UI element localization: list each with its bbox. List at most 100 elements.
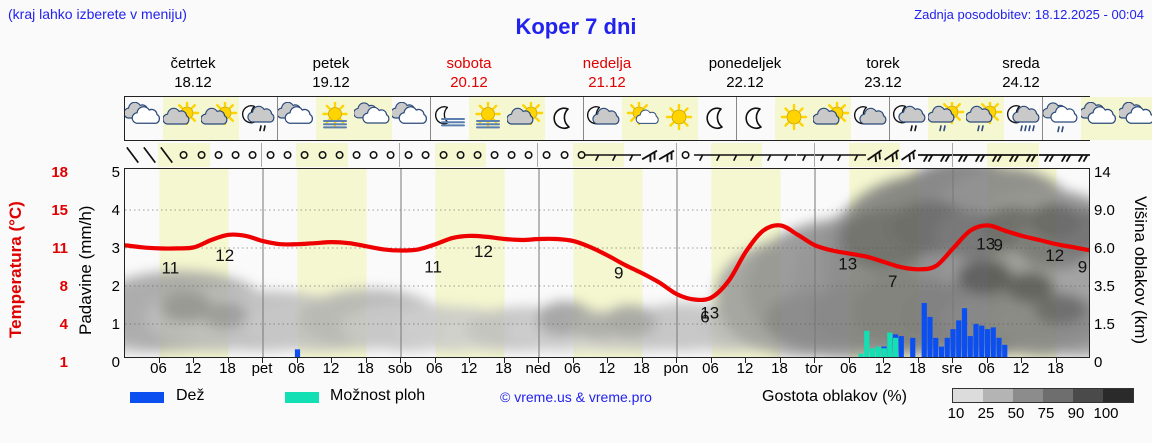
icon-day-2 [431,97,584,140]
height-tick: 0 [1094,354,1103,371]
wind-barb [296,143,314,167]
copyright-label[interactable]: © vreme.us & vreme.pro [500,389,652,405]
wind-barb [348,143,365,167]
x-axis-tick [779,358,781,363]
wind-barb [762,143,780,167]
moon-fog-icon [431,97,469,140]
wind-barb [745,143,763,167]
svg-text:12: 12 [1045,246,1064,265]
showers-legend-label: Možnost ploh [330,387,426,404]
wind-barb [727,143,746,167]
day-name: petek [312,55,350,72]
temperature-axis-ticks: 18 15 11 8 4 1 [36,160,68,371]
cloud-height-axis-title: Višina oblakov (km) [1131,196,1150,345]
x-axis-label: pon [663,360,689,377]
moon-icon [737,97,775,140]
precipitation-axis-ticks: 5 4 3 2 1 0 [100,160,120,371]
prec-tick: 2 [111,278,120,295]
wind-barb [710,143,728,167]
showers-legend-swatch [285,392,319,403]
sunny-icon [660,97,698,140]
partly-sunny-drizzle-icon [927,97,966,140]
moon-cloud-icon [851,97,889,140]
wind-barb [969,143,988,167]
svg-text:9: 9 [994,235,1003,254]
svg-text:13: 13 [700,304,719,323]
x-axis-tick [1055,358,1057,363]
partly-sunny-icon [812,97,851,140]
day-name: nedelja [582,55,632,72]
day-header-3: nedelja 21.12 [538,54,676,94]
svg-text:9: 9 [614,264,623,283]
cloud-density-value: 25 [977,405,995,422]
svg-text:6: 6 [700,308,709,327]
wind-barb [417,143,434,167]
wind-barb [606,143,625,167]
cloud-density-legend-label: Gostota oblakov (%) [762,388,907,405]
day-date: 18.12 [174,74,212,91]
precipitation-legend: Dež Možnost ploh [130,387,750,411]
partly-sunny-icon [162,97,201,140]
day-name: sreda [1002,55,1040,72]
cloud-ramp-segment-1 [983,389,1013,402]
temp-tick: 15 [51,202,68,219]
weather-icon-row [123,96,1152,141]
moon-cloud-rain-icon [1004,97,1042,140]
x-axis-label: 06 [288,360,305,377]
x-axis-tick [227,358,229,363]
wind-barb [279,143,296,167]
x-axis-tick [883,358,884,363]
temp-tick: 1 [59,354,68,371]
last-update-label: Zadnja posodobitev: 18.12.2025 - 00:04 [914,7,1144,22]
day-header-0: četrtek 18.12 [124,54,262,94]
wind-day-1 [262,143,401,167]
x-axis-tick [641,358,643,363]
moon-cloud-drizzle-icon [890,97,928,140]
svg-text:11: 11 [162,258,180,277]
temp-tick: 18 [51,164,68,181]
wind-day-3 [538,143,677,167]
weather-chart-plot: 11 12 11 12 9 13 6 13 7 13 9 12 9 [124,168,1090,358]
wind-barb [124,143,141,167]
x-axis-label: 12 [1012,360,1030,377]
wind-day-6 [952,143,1090,167]
cloud-density-value: 50 [1007,405,1025,422]
prec-tick: 4 [111,202,120,219]
wind-barb [210,143,227,167]
x-axis-tick [986,358,988,363]
x-axis-tick [365,358,367,363]
wind-barb [589,143,607,167]
cloud-ramp-segment-4 [1073,389,1103,402]
x-axis-tick [434,358,436,363]
wind-barb [779,143,797,167]
x-axis-label: ned [525,360,551,377]
x-axis-label: 12 [874,360,892,377]
prec-tick: 1 [111,316,120,333]
height-tick: 1.5 [1094,316,1115,333]
cloud-density-legend: Gostota oblakov (%) 10 25 50 75 90 100 [762,386,1148,430]
x-axis-tick [848,358,850,363]
day-date: 20.12 [450,74,488,91]
x-axis-label: 12 [598,360,616,377]
location-menu-note[interactable]: (kraj lahko izberete v meniju) [8,6,187,22]
wind-barb [952,143,970,167]
wind-barb [520,143,537,167]
wind-barb [1055,143,1073,167]
moon-icon [698,97,736,140]
x-axis-label: 18 [771,360,788,377]
wind-barb [486,143,503,167]
x-axis-label: 18 [633,360,650,377]
wind-barb [624,143,642,167]
wind-barb [262,143,279,167]
x-axis-label: sre [941,360,963,377]
icon-day-1 [276,97,431,140]
cloud-density-value: 100 [1093,405,1119,422]
wind-barb [1021,143,1039,167]
wind-barb [382,143,399,167]
wind-day-4 [677,143,815,167]
cloud-ramp-segment-3 [1043,389,1073,402]
x-axis-label: pet [251,360,273,377]
x-axis-label: 06 [978,360,995,377]
x-axis-label: 18 [1047,360,1064,377]
day-date: 21.12 [588,74,626,91]
